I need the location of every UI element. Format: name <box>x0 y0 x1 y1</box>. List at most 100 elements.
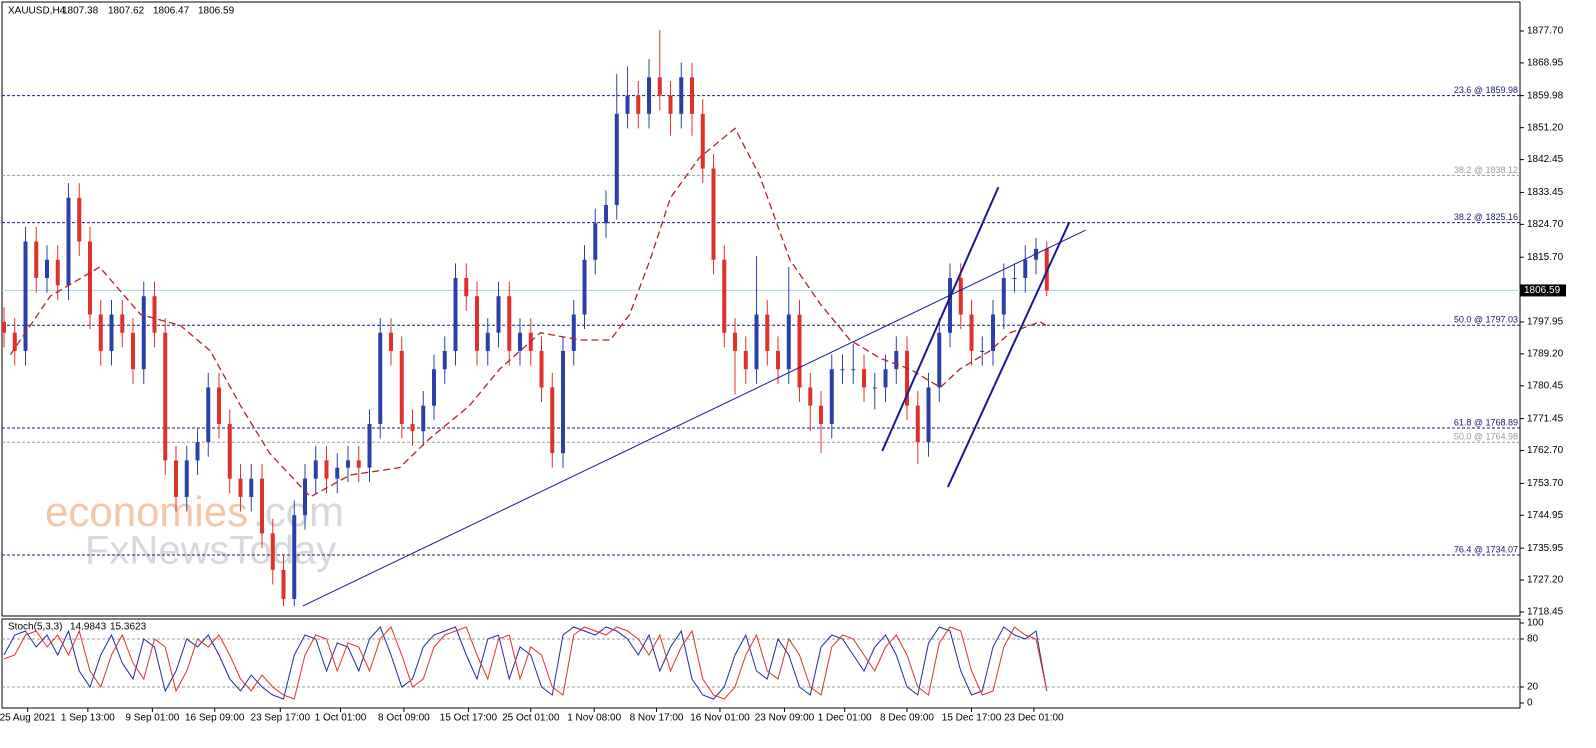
candle-body <box>915 405 920 443</box>
candle-body <box>34 241 39 278</box>
candle-body <box>797 314 802 388</box>
candle-body <box>582 259 587 315</box>
candle-body <box>625 95 630 114</box>
indicator-value: 15.3623 <box>110 622 147 633</box>
candle-body <box>346 460 351 468</box>
candle-body <box>518 332 523 351</box>
candle-body <box>679 77 684 114</box>
x-tick-label: 1 Dec 01:00 <box>818 713 872 724</box>
candle-body <box>722 259 727 333</box>
y-tick-label: 1868.95 <box>1527 58 1564 69</box>
candle-body <box>313 460 318 479</box>
candle-body <box>872 387 877 389</box>
candle-body <box>776 350 781 370</box>
current-price-label: 1806.59 <box>1524 285 1561 296</box>
indicator-title: Stoch(5,3,3) <box>8 622 62 633</box>
fib-level-label: 61.8 @ 1768.89 <box>1454 417 1518 427</box>
candle-body <box>120 314 125 333</box>
fib-level-label: 50.0 @ 1764.98 <box>1454 432 1518 442</box>
current-price-box <box>1520 284 1566 297</box>
fib-level-label: 23.6 @ 1859.98 <box>1454 85 1518 95</box>
candle-body <box>464 277 469 297</box>
candle-body <box>958 277 963 315</box>
indicator-tick-label: 0 <box>1527 698 1533 709</box>
y-tick-label: 1727.20 <box>1527 575 1564 586</box>
candle-body <box>829 369 834 424</box>
header-value: 1806.47 <box>153 6 190 17</box>
candle-body <box>743 350 748 370</box>
fib-level-label: 50.0 @ 1797.03 <box>1454 315 1518 325</box>
candle-body <box>227 423 232 479</box>
candle-body <box>937 332 942 388</box>
candle-body <box>819 405 824 424</box>
indicator-tick-label: 20 <box>1527 682 1539 693</box>
candle-body <box>174 460 179 497</box>
candle-body <box>152 296 157 333</box>
header-value: 1806.59 <box>198 6 235 17</box>
candle-body <box>442 350 447 370</box>
x-tick-label: 15 Dec 17:00 <box>942 713 1002 724</box>
y-tick-label: 1753.70 <box>1527 478 1564 489</box>
candle-body <box>98 314 103 351</box>
trend-line <box>946 221 1071 488</box>
candle-body <box>926 387 931 443</box>
candle-body <box>561 350 566 454</box>
candle-body <box>109 314 114 351</box>
main-panel <box>1 1 1521 617</box>
candle-body <box>367 423 372 468</box>
candle-body <box>378 332 383 424</box>
candle-body <box>550 387 555 454</box>
x-tick-label: 1 Nov 08:00 <box>567 713 621 724</box>
y-tick-label: 1877.70 <box>1527 26 1564 37</box>
candle-body <box>862 369 867 388</box>
candle-body <box>1 321 6 333</box>
indicator-line <box>3 626 1048 700</box>
x-tick-label: 23 Dec 01:00 <box>1004 713 1064 724</box>
candle-body <box>851 369 856 371</box>
watermark: economies .com FxNewsToday <box>45 488 344 572</box>
indicator-tick-label: 100 <box>1527 618 1544 629</box>
y-tick-label: 1824.70 <box>1527 219 1564 230</box>
watermark-text: FxNewsToday <box>85 529 336 573</box>
indicator-line <box>3 626 1048 700</box>
candle-body <box>55 259 60 286</box>
y-tick-label: 1833.45 <box>1527 187 1564 198</box>
candle-body <box>421 405 426 432</box>
fib-level-label: 38.2 @ 1825.16 <box>1454 212 1518 222</box>
candle-body <box>969 314 974 351</box>
candle-body <box>88 241 93 315</box>
candle-body <box>281 569 286 600</box>
candle-body <box>991 314 996 351</box>
x-tick-label: 23 Sep 17:00 <box>251 713 311 724</box>
candle-body <box>700 113 705 169</box>
x-tick-label: 23 Nov 09:00 <box>755 713 815 724</box>
candle-body <box>485 332 490 351</box>
indicator-panel <box>1 618 1521 709</box>
watermark-text: economies <box>45 488 248 535</box>
candle-body <box>453 277 458 351</box>
candle-body <box>389 332 394 351</box>
candle-body <box>754 314 759 370</box>
candle-body <box>238 478 243 497</box>
candle-body <box>475 296 480 351</box>
header-value: 1807.38 <box>62 6 99 17</box>
candle-body <box>1023 259 1028 278</box>
candle-body <box>571 314 576 351</box>
candle-body <box>1012 277 1017 279</box>
candle-body <box>840 369 845 371</box>
x-tick-label: 1 Oct 01:00 <box>315 713 367 724</box>
candle-body <box>195 442 200 461</box>
candle-body <box>410 423 415 432</box>
indicator-tick-label: 80 <box>1527 634 1539 645</box>
candle-body <box>23 241 28 351</box>
candle-body <box>604 205 609 224</box>
y-tick-label: 1815.70 <box>1527 252 1564 263</box>
x-tick-label: 25 Aug 2021 <box>0 713 56 724</box>
candle-body <box>657 77 662 96</box>
candle-body <box>260 478 265 534</box>
candle-body <box>432 369 437 406</box>
candle-body <box>131 332 136 370</box>
candle-body <box>399 350 404 424</box>
x-tick-label: 15 Oct 17:00 <box>440 713 498 724</box>
